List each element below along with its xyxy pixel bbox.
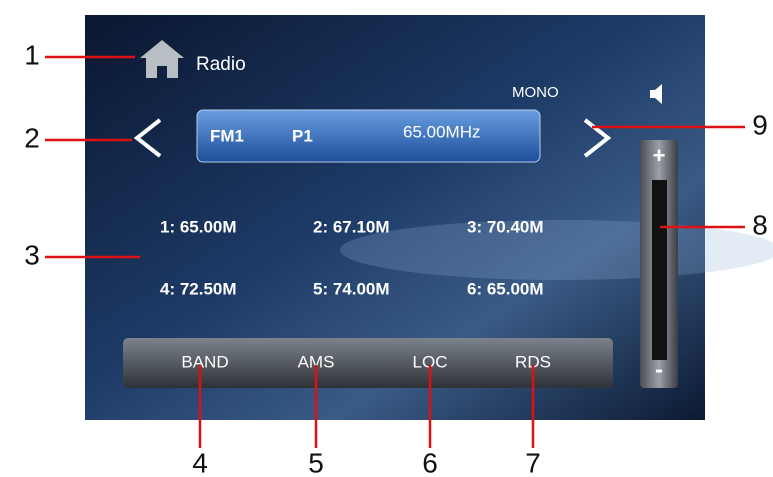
screen: Radio MONO FM1 P1 65.00MHz 1: 65.00M 2: 6…	[85, 15, 773, 420]
callout-number: 7	[525, 447, 541, 477]
callout-number: 9	[752, 109, 768, 140]
callout-number: 3	[24, 239, 40, 270]
callout-number: 5	[308, 447, 324, 477]
button-label[interactable]: BAND	[181, 352, 228, 371]
preset-station[interactable]: 1: 65.00M	[160, 217, 237, 236]
button-label[interactable]: LOC	[413, 352, 448, 371]
button-bar	[123, 338, 613, 388]
preset-station[interactable]: 3: 70.40M	[467, 217, 544, 236]
callout-number: 4	[192, 447, 208, 477]
mode: MONO	[512, 84, 559, 101]
band: FM1	[210, 126, 244, 145]
button-label[interactable]: RDS	[515, 352, 551, 371]
volume-minus[interactable]: -	[655, 356, 663, 383]
callout-lines	[45, 55, 745, 448]
callout-number: 1	[24, 39, 40, 70]
volume-plus[interactable]: +	[653, 143, 666, 168]
prev-button[interactable]	[133, 118, 162, 158]
callout-number: 2	[24, 122, 40, 153]
preset-station[interactable]: 2: 67.10M	[313, 217, 390, 236]
volume-track	[652, 180, 667, 360]
screen-title: Radio	[196, 54, 246, 75]
button-label[interactable]: AMS	[298, 352, 335, 371]
preset-station[interactable]: 4: 72.50M	[160, 279, 237, 298]
preset-station[interactable]: 5: 74.00M	[313, 279, 390, 298]
frequency-display	[196, 109, 541, 163]
speaker-icon	[650, 84, 662, 104]
preset-station[interactable]: 6: 65.00M	[467, 279, 544, 298]
callout-number: 8	[752, 209, 768, 240]
callout-number: 6	[422, 447, 438, 477]
glare	[340, 220, 773, 280]
frequency: 65.00MHz	[403, 122, 480, 141]
preset: P1	[292, 126, 313, 145]
home-icon[interactable]	[140, 40, 184, 78]
